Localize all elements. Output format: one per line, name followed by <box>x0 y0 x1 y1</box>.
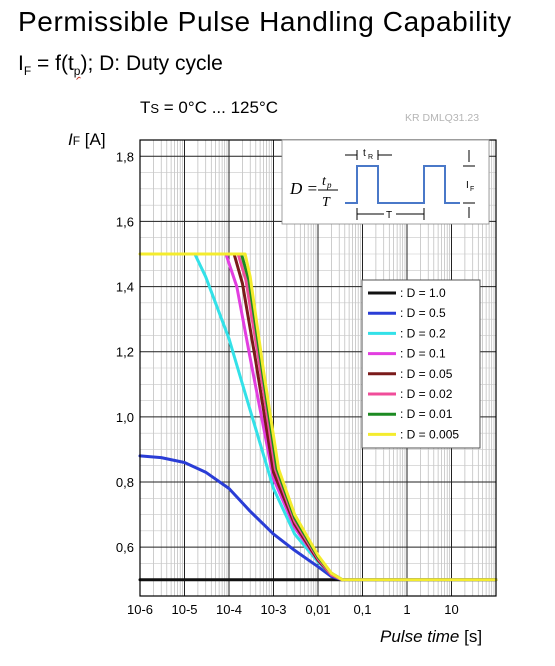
legend-label: : D = 1.0 <box>400 286 446 300</box>
series-layer <box>138 252 498 582</box>
legend-label: : D = 0.05 <box>400 367 453 381</box>
inset-formula-den: T <box>322 195 331 210</box>
y-tick-label: 1,2 <box>116 345 134 360</box>
period-label: T <box>386 210 392 221</box>
temp-sub-s: S <box>150 101 160 116</box>
x-axis-label: Pulse time [s] <box>380 627 482 647</box>
legend-label: : D = 0.5 <box>400 306 446 320</box>
subtitle-sub-p: p <box>73 64 81 79</box>
y-label-unit: [A] <box>80 130 106 149</box>
series-line-7 <box>138 252 498 582</box>
amplitude-label: I <box>466 180 469 191</box>
inset-formula-num-sub: p <box>326 180 332 190</box>
x-tick-label: 10-6 <box>127 602 153 617</box>
legend-box <box>361 279 481 449</box>
inset-formula-num: t <box>322 174 327 189</box>
x-tick-label: 0,01 <box>305 602 330 617</box>
document-code: KR DMLQ31.23 <box>405 112 480 124</box>
temp-t: T <box>140 98 151 117</box>
x-tick-label: 10-4 <box>216 602 242 617</box>
x-label-unit: [s] <box>459 627 483 646</box>
subtitle-sub-f: F <box>23 64 32 79</box>
x-tick-label: 0,1 <box>353 602 371 617</box>
y-label-sub: F <box>72 134 81 148</box>
amplitude-label-sub: F <box>470 186 474 193</box>
y-tick-label: 1,4 <box>116 280 134 295</box>
chart-subtitle: IF = f(tp); D: Duty cycle <box>18 52 223 78</box>
legend-label: : D = 0.1 <box>400 347 446 361</box>
y-tick-label: 1,8 <box>116 149 134 164</box>
legend-label: : D = 0.02 <box>400 387 453 401</box>
duty-cycle-inset: D = t p T t R T I F <box>281 139 490 225</box>
legend-label: : D = 0.2 <box>400 326 446 340</box>
subtitle-function: = f(t <box>31 52 74 75</box>
y-tick-label: 0,6 <box>116 540 134 555</box>
pulse-waveform <box>345 165 460 204</box>
chart-title: Permissible Pulse Handling Capability <box>18 6 512 37</box>
y-tick-label: 1,6 <box>116 214 134 229</box>
temp-range-value: = 0°C ... 125°C <box>159 98 279 117</box>
legend-label: : D = 0.01 <box>400 407 453 421</box>
tp-label-sub: R <box>368 154 373 161</box>
y-label-i: I <box>68 130 73 149</box>
x-label-text: Pulse time <box>380 627 460 646</box>
legend: : D = 1.0 : D = 0.5 : D = 0.2 : D = 0.1 : D … <box>361 279 481 449</box>
tp-label: t <box>363 148 366 159</box>
x-tick-label: 10-3 <box>260 602 286 617</box>
temperature-range: TS = 0°C ... 125°C <box>140 98 278 118</box>
inset-formula-lhs: D = <box>289 179 318 198</box>
y-tick-label: 0,8 <box>116 475 134 490</box>
y-tick-labels: 0,6 0,8 1,0 1,2 1,4 1,6 1,8 <box>116 149 134 555</box>
x-tick-labels: 10-6 10-5 10-4 10-3 0,01 0,1 1 10 <box>127 602 459 617</box>
subtitle-i: I <box>18 52 24 75</box>
y-tick-label: 1,0 <box>116 410 134 425</box>
inset-box <box>281 139 490 225</box>
x-tick-label: 1 <box>403 602 410 617</box>
subtitle-duty: ); D: Duty cycle <box>80 52 223 75</box>
legend-label: : D = 0.005 <box>400 427 459 441</box>
y-axis-label: IF [A] <box>68 130 106 150</box>
x-tick-label: 10-5 <box>171 602 197 617</box>
x-tick-label: 10 <box>444 602 458 617</box>
